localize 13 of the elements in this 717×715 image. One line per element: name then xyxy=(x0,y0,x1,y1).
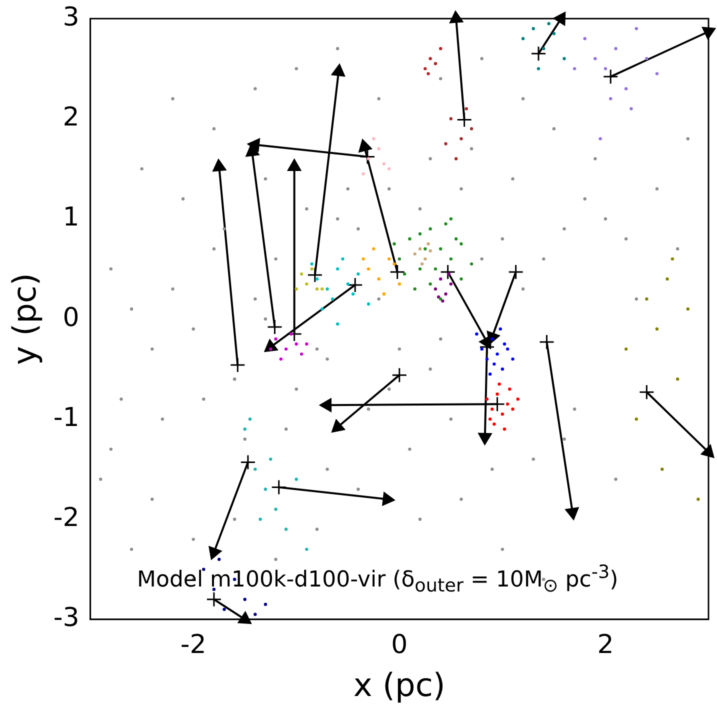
y-axis-title: y (pc) xyxy=(6,273,44,365)
y-tick-label: 3 xyxy=(62,2,80,32)
y-tick-label: 2 xyxy=(62,102,80,132)
y-tick-label: -3 xyxy=(53,603,80,634)
x-tick-label: 2 xyxy=(597,630,614,660)
y-tick-label: 1 xyxy=(62,202,80,233)
x-tick-label: 0 xyxy=(391,630,408,660)
y-tick-label: -1 xyxy=(53,402,80,433)
y-tick-label: 0 xyxy=(62,302,80,333)
y-tick-label: -2 xyxy=(53,503,80,534)
x-tick-label: -2 xyxy=(180,630,206,660)
annotation: Model m100k-d100-vir (δ$_{outer}$ = 10M$_{⊙}$ pc$^{-3}$) xyxy=(137,562,618,597)
x-axis-title: x (pc) xyxy=(353,666,446,704)
